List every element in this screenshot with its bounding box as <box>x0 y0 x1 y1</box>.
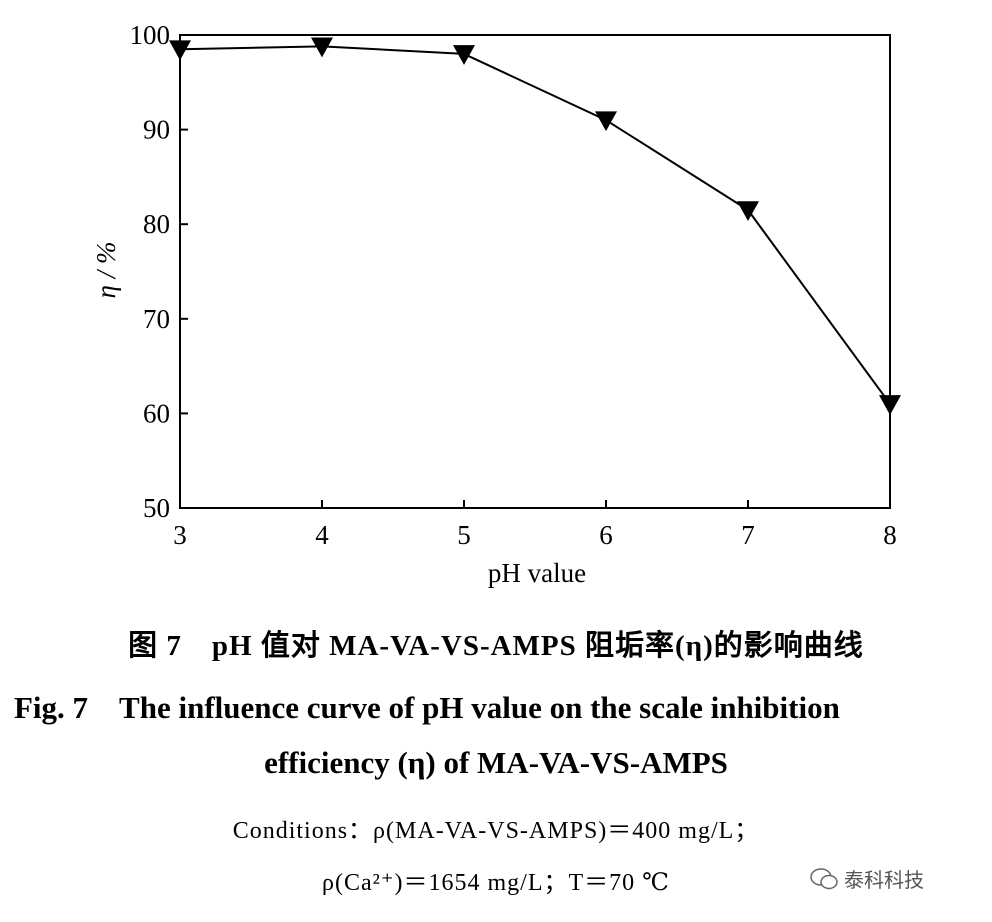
data-markers <box>169 37 901 415</box>
x-tick-label: 8 <box>883 520 897 550</box>
data-point-marker <box>311 37 333 58</box>
x-tick-label: 3 <box>173 520 187 550</box>
conditions-line2: ρ(Ca²⁺)＝1654 mg/L；T＝70 ℃ <box>322 870 670 896</box>
x-tick-label: 5 <box>457 520 471 550</box>
series-line <box>179 45 891 405</box>
y-tick-label: 70 <box>143 304 170 334</box>
plot-frame <box>179 34 891 509</box>
conditions-line1: Conditions：ρ(MA-VA-VS-AMPS)＝400 mg/L； <box>232 818 760 844</box>
watermark: 泰科科技 <box>810 864 924 893</box>
y-tick-label: 60 <box>143 398 170 428</box>
y-tick-label: 90 <box>143 115 170 145</box>
data-point-marker <box>169 40 191 61</box>
figure-caption-english-line1: Fig. 7 The influence curve of pH value o… <box>14 690 840 725</box>
x-tick-label: 7 <box>741 520 755 550</box>
y-tick-label: 50 <box>143 493 170 523</box>
x-axis-ticks: 3 4 5 6 7 8 <box>173 500 897 550</box>
data-point-marker <box>453 45 475 65</box>
data-point-marker <box>595 111 617 132</box>
y-axis-label: η / % <box>91 242 121 299</box>
data-point-marker <box>737 201 759 222</box>
data-point-marker <box>879 395 901 415</box>
figure-caption-english-line2: efficiency (η) of MA-VA-VS-AMPS <box>264 745 728 780</box>
figure-caption-chinese: 图 7 pH 值对 MA-VA-VS-AMPS 阻垢率(η)的影响曲线 <box>128 630 864 662</box>
x-tick-label: 4 <box>315 520 329 550</box>
y-axis-ticks: 50 60 70 80 90 100 <box>130 20 188 523</box>
line-chart: 50 60 70 80 90 100 3 4 5 6 7 8 pH value η / % <box>91 20 901 588</box>
y-tick-label: 100 <box>130 20 171 50</box>
x-tick-label: 6 <box>599 520 613 550</box>
y-tick-label: 80 <box>143 209 170 239</box>
wechat-icon <box>810 867 838 889</box>
x-axis-label: pH value <box>488 558 586 588</box>
watermark-text: 泰科科技 <box>844 868 924 892</box>
